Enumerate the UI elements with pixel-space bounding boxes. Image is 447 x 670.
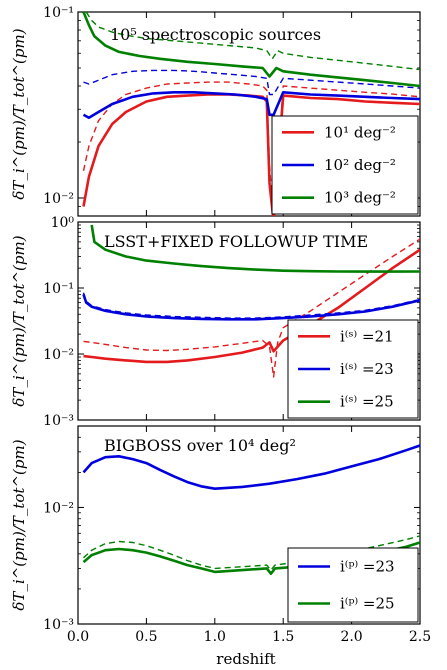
plot-frame	[77, 11, 421, 217]
x-axis-label: redshift	[216, 650, 275, 668]
y-tick-label: 10⁻¹	[43, 281, 74, 297]
legend-label: 10¹ deg⁻²	[324, 123, 396, 141]
series-3-solid-line	[90, 224, 420, 273]
y-tick-label: 10⁻²	[43, 500, 74, 516]
x-tick-label: 1.5	[272, 629, 294, 645]
x-tick-label: 2.0	[340, 629, 362, 645]
series-1-dashed-line	[83, 238, 420, 378]
legend-label: i⁽ᵖ⁾ =23	[340, 558, 395, 576]
panel-title: BIGBOSS over 10⁴ deg²	[104, 436, 296, 455]
y-tick-label: 10⁻³	[43, 617, 74, 633]
panel-3: 10⁻³ 10⁻² 0.0 0.5 1.0 1.5 2.0 2.5 δT_i^(pm)/T_to…	[10, 425, 431, 645]
series-1-solid-line	[83, 248, 420, 364]
legend-label: i⁽ˢ⁾ =25	[340, 393, 394, 411]
panel-1: 10⁻² 10⁻¹ δT_i^(pm)/T_tot^(pm) 10⁵ spectros…	[10, 5, 421, 217]
y-tick-label: 10⁰	[51, 215, 75, 231]
series-group	[82, 224, 420, 378]
y-tick-label: 10⁻³	[43, 413, 74, 429]
series-2-solid-line	[82, 293, 420, 321]
x-tick-label: 0.5	[135, 629, 157, 645]
series-2-solid-line	[82, 91, 420, 120]
series-3-solid-line	[82, 12, 420, 88]
plot-frame	[77, 221, 421, 421]
y-axis-label: δT_i^(pm)/T_tot^(pm)	[10, 28, 28, 199]
series-group	[82, 12, 420, 216]
legend-label: 10² deg⁻²	[324, 156, 396, 174]
legend-box	[287, 547, 419, 623]
panel-title: LSST+FIXED FOLLOWUP TIME	[104, 232, 368, 251]
x-tick-label: 1.0	[204, 629, 226, 645]
x-tick-label: 0.0	[67, 629, 89, 645]
series-2-dashed-line	[83, 69, 420, 96]
series-1-dashed-line	[82, 81, 420, 216]
panel-2: 10⁻³ 10⁻² 10⁻¹ 10⁰ δT_i^(pm)/T_tot^(pm) LSST+…	[10, 215, 421, 429]
panel-title: 10⁵ spectroscopic sources	[110, 25, 321, 44]
legend-label: i⁽ˢ⁾ =21	[340, 327, 394, 345]
legend-label: i⁽ˢ⁾ =23	[340, 360, 394, 378]
series-3-dashed-line	[85, 12, 420, 71]
series-1-solid-line	[82, 444, 420, 491]
y-tick-label: 10⁻²	[43, 191, 74, 207]
x-tick-label: 2.5	[409, 629, 431, 645]
plot-frame	[77, 425, 421, 625]
legend-label: i⁽ᵖ⁾ =25	[340, 595, 395, 613]
y-axis-label: δT_i^(pm)/T_tot^(pm)	[10, 235, 28, 406]
legend-label: 10³ deg⁻²	[324, 189, 396, 207]
y-tick-label: 10⁻¹	[43, 5, 74, 21]
y-tick-label: 10⁻²	[43, 347, 74, 363]
y-axis-label: δT_i^(pm)/T_tot^(pm)	[10, 439, 28, 610]
